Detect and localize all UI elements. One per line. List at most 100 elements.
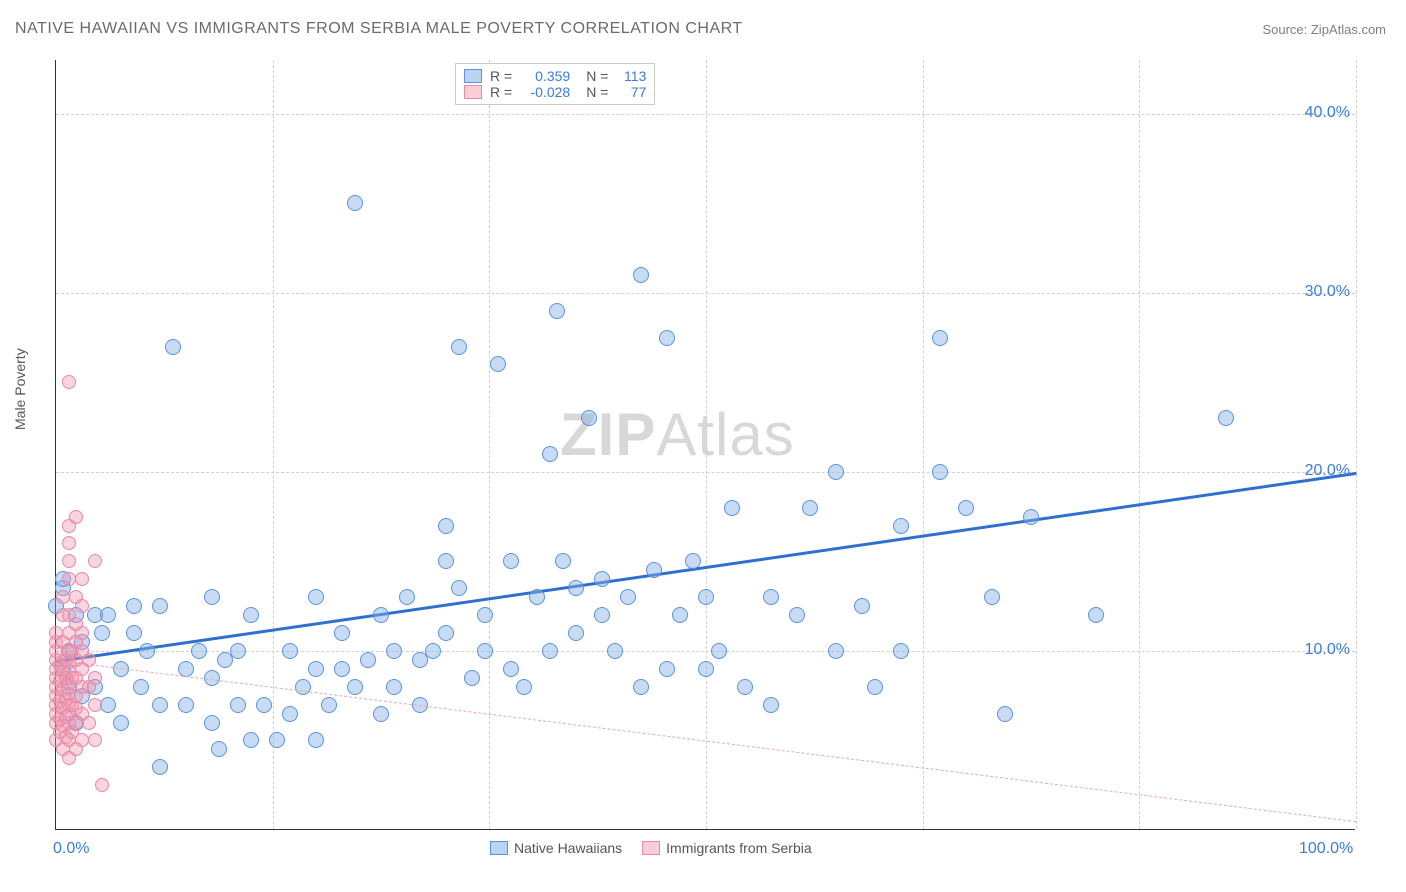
scatter-point (711, 643, 727, 659)
scatter-point (373, 607, 389, 623)
scatter-point (984, 589, 1000, 605)
legend-swatch (464, 85, 482, 99)
legend-item: Native Hawaiians (490, 840, 622, 856)
scatter-point (204, 715, 220, 731)
stat-r-label: R = (490, 84, 512, 100)
scatter-point (347, 195, 363, 211)
bottom-legend: Native Hawaiians Immigrants from Serbia (490, 840, 812, 856)
scatter-point (56, 590, 70, 604)
scatter-point (568, 625, 584, 641)
scatter-point (620, 589, 636, 605)
scatter-point (893, 643, 909, 659)
stats-legend: R =0.359N =113R =-0.028N =77 (455, 63, 655, 105)
scatter-point (549, 303, 565, 319)
scatter-point (477, 607, 493, 623)
stat-n-label: N = (586, 68, 608, 84)
scatter-point (594, 571, 610, 587)
scatter-point (308, 661, 324, 677)
stat-r-label: R = (490, 68, 512, 84)
scatter-point (94, 625, 110, 641)
gridline-v (273, 60, 274, 829)
gridline-v (1356, 60, 1357, 829)
scatter-point (243, 607, 259, 623)
legend-label: Native Hawaiians (514, 840, 622, 856)
scatter-point (62, 375, 76, 389)
scatter-point (698, 589, 714, 605)
scatter-point (139, 643, 155, 659)
scatter-point (100, 607, 116, 623)
scatter-point (633, 679, 649, 695)
legend-swatch (464, 69, 482, 83)
gridline-v (706, 60, 707, 829)
scatter-point (243, 732, 259, 748)
scatter-point (867, 679, 883, 695)
scatter-point (425, 643, 441, 659)
scatter-point (789, 607, 805, 623)
scatter-point (211, 741, 227, 757)
y-tick-label: 30.0% (1295, 283, 1350, 301)
scatter-point (360, 652, 376, 668)
scatter-point (763, 697, 779, 713)
scatter-point (828, 643, 844, 659)
scatter-point (633, 267, 649, 283)
scatter-point (386, 679, 402, 695)
scatter-point (88, 733, 102, 747)
scatter-point (932, 464, 948, 480)
scatter-point (997, 706, 1013, 722)
stats-legend-row: R =0.359N =113 (464, 68, 646, 84)
scatter-point (321, 697, 337, 713)
scatter-point (464, 670, 480, 686)
y-axis-label: Male Poverty (12, 348, 28, 430)
scatter-point (133, 679, 149, 695)
scatter-point (152, 697, 168, 713)
scatter-point (88, 671, 102, 685)
scatter-point (75, 599, 89, 613)
x-tick-label: 0.0% (53, 840, 89, 858)
legend-label: Immigrants from Serbia (666, 840, 811, 856)
scatter-point (1088, 607, 1104, 623)
stats-legend-row: R =-0.028N =77 (464, 84, 646, 100)
scatter-point (802, 500, 818, 516)
stat-n-label: N = (586, 84, 608, 100)
scatter-point (490, 356, 506, 372)
scatter-point (256, 697, 272, 713)
scatter-point (893, 518, 909, 534)
scatter-point (737, 679, 753, 695)
scatter-point (88, 698, 102, 712)
scatter-point (334, 625, 350, 641)
scatter-point (386, 643, 402, 659)
scatter-point (828, 464, 844, 480)
scatter-point (542, 643, 558, 659)
scatter-point (282, 643, 298, 659)
scatter-point (724, 500, 740, 516)
scatter-point (646, 562, 662, 578)
scatter-point (126, 625, 142, 641)
scatter-point (672, 607, 688, 623)
legend-swatch (490, 841, 508, 855)
scatter-point (282, 706, 298, 722)
scatter-point (932, 330, 948, 346)
gridline-v (923, 60, 924, 829)
scatter-point (1023, 509, 1039, 525)
scatter-point (178, 697, 194, 713)
legend-item: Immigrants from Serbia (642, 840, 811, 856)
scatter-point (763, 589, 779, 605)
scatter-point (165, 339, 181, 355)
scatter-point (698, 661, 714, 677)
scatter-point (230, 643, 246, 659)
scatter-point (308, 732, 324, 748)
scatter-point (958, 500, 974, 516)
scatter-point (230, 697, 246, 713)
scatter-point (373, 706, 389, 722)
scatter-point (399, 589, 415, 605)
scatter-point (659, 661, 675, 677)
scatter-point (69, 510, 83, 524)
scatter-point (334, 661, 350, 677)
scatter-point (191, 643, 207, 659)
scatter-point (451, 339, 467, 355)
scatter-point (308, 589, 324, 605)
correlation-chart: NATIVE HAWAIIAN VS IMMIGRANTS FROM SERBI… (0, 0, 1406, 892)
gridline-v (1139, 60, 1140, 829)
scatter-point (555, 553, 571, 569)
stat-n-value: 113 (616, 68, 646, 84)
